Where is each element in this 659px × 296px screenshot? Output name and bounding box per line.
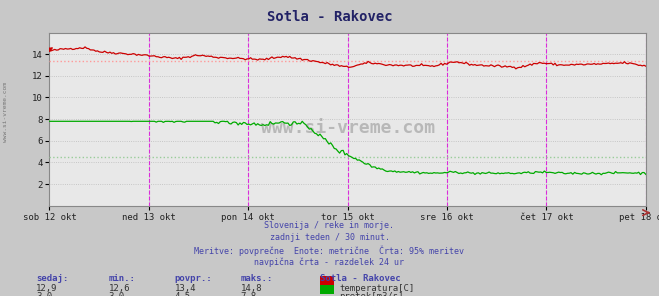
Text: min.:: min.: [109, 274, 136, 283]
Text: 13,4: 13,4 [175, 284, 196, 292]
Text: temperatura[C]: temperatura[C] [339, 284, 415, 292]
Text: sedaj:: sedaj: [36, 274, 69, 283]
Text: Sotla - Rakovec: Sotla - Rakovec [320, 274, 400, 283]
Text: www.si-vreme.com: www.si-vreme.com [3, 83, 8, 142]
Text: 14,8: 14,8 [241, 284, 262, 292]
Text: 3,0: 3,0 [109, 292, 125, 296]
Text: www.si-vreme.com: www.si-vreme.com [260, 119, 435, 137]
Text: 12,6: 12,6 [109, 284, 130, 292]
Text: 7,8: 7,8 [241, 292, 256, 296]
Text: maks.:: maks.: [241, 274, 273, 283]
Text: zadnji teden / 30 minut.: zadnji teden / 30 minut. [270, 233, 389, 242]
Text: 12,9: 12,9 [36, 284, 58, 292]
Text: Meritve: povprečne  Enote: metrične  Črta: 95% meritev: Meritve: povprečne Enote: metrične Črta:… [194, 245, 465, 256]
Text: Sotla - Rakovec: Sotla - Rakovec [267, 10, 392, 24]
Text: povpr.:: povpr.: [175, 274, 212, 283]
Text: Slovenija / reke in morje.: Slovenija / reke in morje. [264, 221, 395, 229]
Text: pretok[m3/s]: pretok[m3/s] [339, 292, 404, 296]
Text: navpična črta - razdelek 24 ur: navpična črta - razdelek 24 ur [254, 258, 405, 267]
Text: 3,0: 3,0 [36, 292, 52, 296]
Text: 4,5: 4,5 [175, 292, 190, 296]
